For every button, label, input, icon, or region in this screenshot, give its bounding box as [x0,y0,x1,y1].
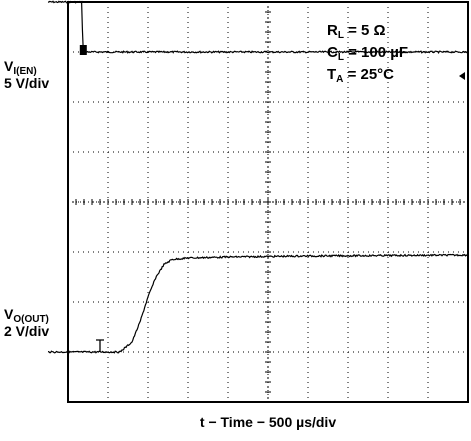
grid [67,1,469,403]
condition-rl: RL = 5 Ω [327,22,386,41]
markers [79,45,465,352]
trigger-marker-en [79,45,87,55]
series-label-out: VO(OUT) 2 V/div [4,306,50,339]
series-label-en: VI(EN) 5 V/div [4,58,50,91]
x-axis-label: t − Time − 500 µs/div [199,414,337,430]
ground-marker-out [96,339,104,352]
traces [47,0,469,354]
trace-en [47,0,469,54]
trigger-level-arrow-icon [459,72,465,80]
series-scale-out: 2 V/div [4,323,50,339]
condition-ta: TA = 25°C [327,66,395,85]
condition-cl: CL = 100 µF [327,44,409,63]
trace-out [47,253,469,354]
series-scale-en: 5 V/div [4,75,50,91]
